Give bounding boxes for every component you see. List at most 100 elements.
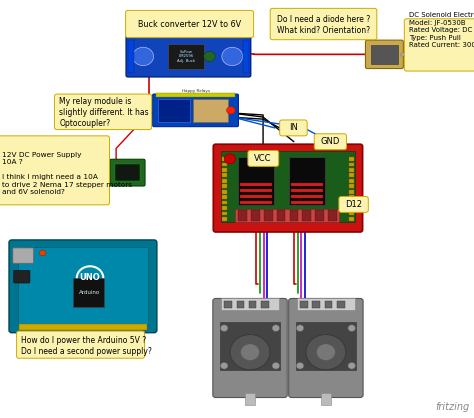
FancyBboxPatch shape <box>213 144 363 232</box>
Bar <box>240 201 272 204</box>
Bar <box>321 393 331 405</box>
Bar <box>221 151 355 222</box>
Bar <box>222 217 227 221</box>
Text: SuPow
LM2596
Adj. Buck: SuPow LM2596 Adj. Buck <box>177 50 195 63</box>
FancyBboxPatch shape <box>110 159 145 186</box>
Bar <box>349 179 354 183</box>
FancyBboxPatch shape <box>404 19 474 71</box>
Bar <box>18 247 148 325</box>
Bar <box>337 301 345 308</box>
Bar <box>224 301 232 308</box>
Bar <box>73 278 104 307</box>
Circle shape <box>272 362 280 369</box>
Bar <box>222 184 227 188</box>
Bar <box>315 210 324 221</box>
FancyBboxPatch shape <box>365 40 403 69</box>
Bar <box>222 201 227 204</box>
Bar <box>325 301 332 308</box>
Circle shape <box>220 325 228 331</box>
Bar <box>222 206 227 210</box>
Text: 12V DC Power Supply
10A ?

I think I might need a 10A
to drive 2 Nema 17 stepper: 12V DC Power Supply 10A ? I think I migh… <box>2 152 133 195</box>
FancyBboxPatch shape <box>0 136 109 205</box>
Circle shape <box>133 47 154 66</box>
Text: Happy Relays: Happy Relays <box>182 89 210 93</box>
Bar <box>328 210 337 221</box>
Bar <box>235 209 339 222</box>
Bar <box>349 157 354 161</box>
Circle shape <box>220 362 228 369</box>
FancyBboxPatch shape <box>126 10 254 38</box>
Circle shape <box>230 334 270 370</box>
Bar <box>238 157 274 205</box>
Bar <box>243 40 249 73</box>
Bar <box>349 190 354 194</box>
Bar <box>349 163 354 166</box>
Bar <box>128 40 134 73</box>
Circle shape <box>296 362 304 369</box>
Bar <box>115 164 140 181</box>
Text: GND: GND <box>321 137 340 146</box>
Text: My relay module is
slightly different. It has
Optocoupler?: My relay module is slightly different. I… <box>59 97 149 128</box>
Bar <box>290 210 298 221</box>
Text: IN: IN <box>289 123 298 133</box>
Bar <box>349 206 354 210</box>
Bar <box>277 210 285 221</box>
Circle shape <box>227 107 235 114</box>
FancyBboxPatch shape <box>270 8 377 40</box>
Bar <box>222 157 227 161</box>
Circle shape <box>272 325 280 331</box>
Bar <box>251 210 260 221</box>
Bar <box>222 179 227 183</box>
FancyBboxPatch shape <box>13 248 34 263</box>
Bar <box>291 189 323 192</box>
Bar <box>401 53 409 56</box>
FancyBboxPatch shape <box>14 270 30 283</box>
Bar <box>291 201 323 204</box>
Circle shape <box>240 344 259 360</box>
Circle shape <box>306 334 346 370</box>
Text: Arduino: Arduino <box>80 290 100 295</box>
Circle shape <box>348 325 356 331</box>
FancyBboxPatch shape <box>17 331 145 358</box>
Bar <box>168 44 204 69</box>
Text: UNO: UNO <box>80 273 100 283</box>
Bar <box>156 93 235 97</box>
Bar <box>302 210 311 221</box>
FancyBboxPatch shape <box>213 298 287 398</box>
Bar <box>246 393 255 405</box>
Bar <box>291 195 323 198</box>
Bar <box>249 301 256 308</box>
Circle shape <box>224 154 236 164</box>
Bar <box>222 212 227 215</box>
Bar <box>220 322 280 370</box>
Bar <box>312 301 320 308</box>
FancyBboxPatch shape <box>126 36 251 77</box>
Bar <box>222 163 227 166</box>
Text: How do I power the Arduino 5V ?
Do I need a second power supply?: How do I power the Arduino 5V ? Do I nee… <box>21 336 152 356</box>
Text: Buck converter 12V to 6V: Buck converter 12V to 6V <box>138 20 241 29</box>
Bar <box>261 301 269 308</box>
Bar <box>222 168 227 172</box>
Circle shape <box>316 344 336 360</box>
Bar <box>371 45 398 64</box>
Bar <box>349 173 354 177</box>
Bar <box>221 298 279 310</box>
Circle shape <box>222 47 243 66</box>
Bar <box>240 183 272 186</box>
Bar <box>238 210 247 221</box>
FancyBboxPatch shape <box>55 94 152 130</box>
Bar <box>289 157 325 205</box>
Bar <box>349 201 354 204</box>
Bar <box>297 298 355 310</box>
Bar <box>240 189 272 192</box>
Text: DC Solenoid Electromagnet
Model: JF-0530B
Rated Voltage: DC 6V
Type: Push Pull
R: DC Solenoid Electromagnet Model: JF-0530… <box>409 12 474 48</box>
Bar <box>291 183 323 186</box>
Bar <box>237 301 244 308</box>
FancyBboxPatch shape <box>339 196 368 212</box>
Circle shape <box>204 51 215 61</box>
Bar <box>349 184 354 188</box>
Text: D12: D12 <box>345 200 362 209</box>
Text: fritzing: fritzing <box>435 402 469 412</box>
Bar <box>264 210 273 221</box>
Bar <box>349 217 354 221</box>
